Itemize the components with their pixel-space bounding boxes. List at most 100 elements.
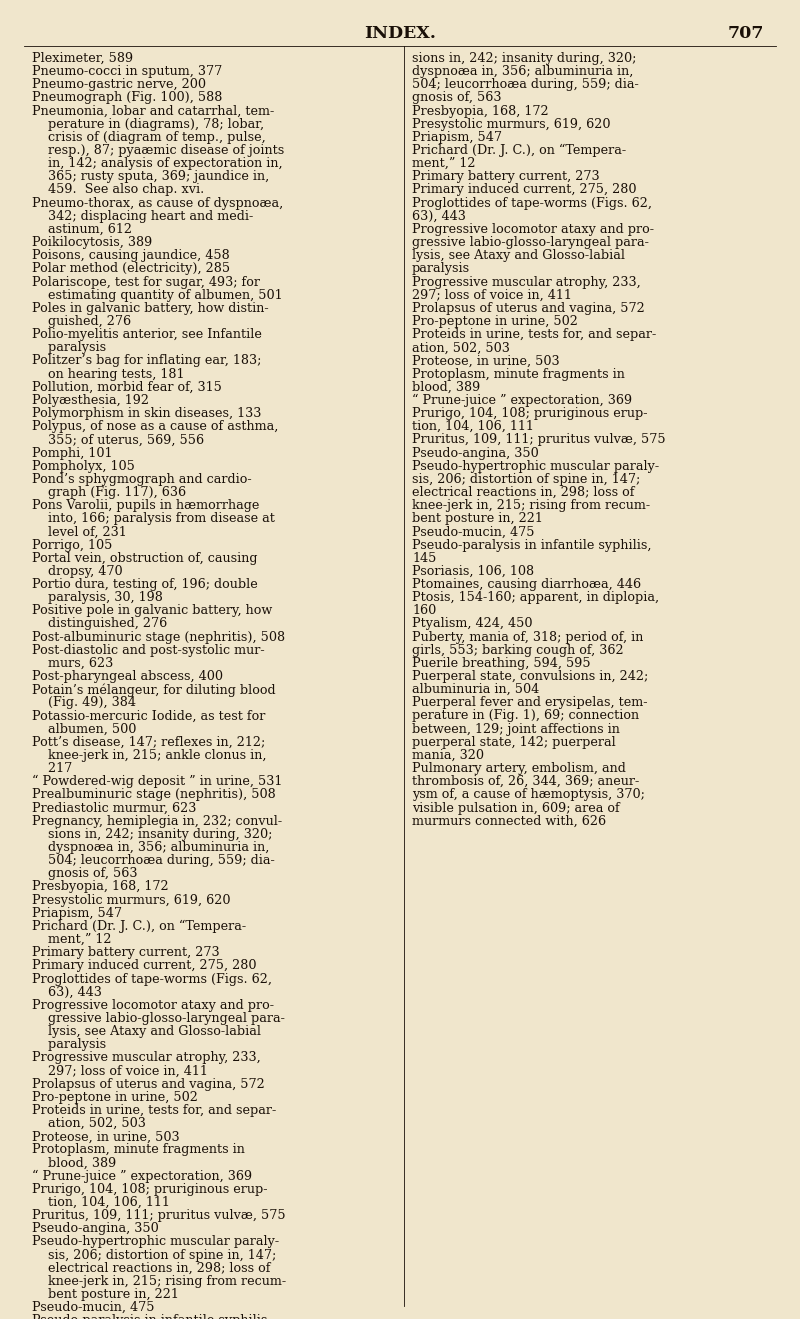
Text: Pseudo-paralysis in infantile syphilis,: Pseudo-paralysis in infantile syphilis, bbox=[32, 1315, 271, 1319]
Text: Proteids in urine, tests for, and separ-: Proteids in urine, tests for, and separ- bbox=[412, 328, 656, 342]
Text: Puberty, mania of, 318; period of, in: Puberty, mania of, 318; period of, in bbox=[412, 630, 643, 644]
Text: Prolapsus of uterus and vagina, 572: Prolapsus of uterus and vagina, 572 bbox=[32, 1078, 265, 1091]
Text: Politzer’s bag for inflating ear, 183;: Politzer’s bag for inflating ear, 183; bbox=[32, 355, 262, 368]
Text: ation, 502, 503: ation, 502, 503 bbox=[32, 1117, 146, 1130]
Text: gnosis of, 563: gnosis of, 563 bbox=[412, 91, 502, 104]
Text: Pseudo-angina, 350: Pseudo-angina, 350 bbox=[32, 1223, 158, 1236]
Text: 504; leucorrhoæa during, 559; dia-: 504; leucorrhoæa during, 559; dia- bbox=[412, 78, 638, 91]
Text: Post-pharyngeal abscess, 400: Post-pharyngeal abscess, 400 bbox=[32, 670, 223, 683]
Text: “ Powdered-wig deposit ” in urine, 531: “ Powdered-wig deposit ” in urine, 531 bbox=[32, 776, 282, 789]
Text: mania, 320: mania, 320 bbox=[412, 749, 484, 762]
Text: Post-albuminuric stage (nephritis), 508: Post-albuminuric stage (nephritis), 508 bbox=[32, 630, 285, 644]
Text: Polariscope, test for sugar, 493; for: Polariscope, test for sugar, 493; for bbox=[32, 276, 260, 289]
Text: estimating quantity of albumen, 501: estimating quantity of albumen, 501 bbox=[32, 289, 282, 302]
Text: bent posture in, 221: bent posture in, 221 bbox=[32, 1289, 179, 1301]
Text: dyspnoæa in, 356; albuminuria in,: dyspnoæa in, 356; albuminuria in, bbox=[412, 65, 634, 78]
Text: Potassio-mercuric Iodide, as test for: Potassio-mercuric Iodide, as test for bbox=[32, 710, 266, 723]
Text: Pott’s disease, 147; reflexes in, 212;: Pott’s disease, 147; reflexes in, 212; bbox=[32, 736, 266, 749]
Text: Portal vein, obstruction of, causing: Portal vein, obstruction of, causing bbox=[32, 551, 258, 565]
Text: Proteose, in urine, 503: Proteose, in urine, 503 bbox=[412, 355, 560, 368]
Text: Progressive locomotor ataxy and pro-: Progressive locomotor ataxy and pro- bbox=[32, 998, 274, 1012]
Text: “ Prune-juice ” expectoration, 369: “ Prune-juice ” expectoration, 369 bbox=[412, 394, 632, 408]
Text: 342; displacing heart and medi-: 342; displacing heart and medi- bbox=[32, 210, 254, 223]
Text: paralysis: paralysis bbox=[32, 1038, 106, 1051]
Text: 145: 145 bbox=[412, 551, 436, 565]
Text: astinum, 612: astinum, 612 bbox=[32, 223, 132, 236]
Text: Ptyalism, 424, 450: Ptyalism, 424, 450 bbox=[412, 617, 533, 630]
Text: perature in (Fig. 1), 69; connection: perature in (Fig. 1), 69; connection bbox=[412, 710, 639, 723]
Text: Polypus, of nose as a cause of asthma,: Polypus, of nose as a cause of asthma, bbox=[32, 421, 278, 433]
Text: Polyæsthesia, 192: Polyæsthesia, 192 bbox=[32, 394, 149, 406]
Text: Pseudo-hypertrophic muscular paraly-: Pseudo-hypertrophic muscular paraly- bbox=[412, 459, 659, 472]
Text: Pruritus, 109, 111; pruritus vulvæ, 575: Pruritus, 109, 111; pruritus vulvæ, 575 bbox=[32, 1210, 286, 1223]
Text: ment,” 12: ment,” 12 bbox=[32, 933, 111, 946]
Text: Pneumonia, lobar and catarrhal, tem-: Pneumonia, lobar and catarrhal, tem- bbox=[32, 104, 274, 117]
Text: lysis, see Ataxy and Glosso-labial: lysis, see Ataxy and Glosso-labial bbox=[412, 249, 625, 262]
Text: Portio dura, testing of, 196; double: Portio dura, testing of, 196; double bbox=[32, 578, 258, 591]
Text: 63), 443: 63), 443 bbox=[412, 210, 466, 223]
Text: Progressive muscular atrophy, 233,: Progressive muscular atrophy, 233, bbox=[412, 276, 641, 289]
Text: Pomphi, 101: Pomphi, 101 bbox=[32, 447, 113, 459]
Text: knee-jerk in, 215; rising from recum-: knee-jerk in, 215; rising from recum- bbox=[32, 1275, 286, 1287]
Text: Porrigo, 105: Porrigo, 105 bbox=[32, 538, 112, 551]
Text: Presystolic murmurs, 619, 620: Presystolic murmurs, 619, 620 bbox=[412, 117, 610, 131]
Text: Pollution, morbid fear of, 315: Pollution, morbid fear of, 315 bbox=[32, 381, 222, 394]
Text: Pruritus, 109, 111; pruritus vulvæ, 575: Pruritus, 109, 111; pruritus vulvæ, 575 bbox=[412, 434, 666, 446]
Text: paralysis: paralysis bbox=[32, 342, 106, 355]
Text: paralysis: paralysis bbox=[412, 262, 470, 276]
Text: graph (Fig. 117), 636: graph (Fig. 117), 636 bbox=[32, 485, 186, 499]
Text: Psoriasis, 106, 108: Psoriasis, 106, 108 bbox=[412, 565, 534, 578]
Text: tion, 104, 106, 111: tion, 104, 106, 111 bbox=[412, 421, 534, 433]
Text: guished, 276: guished, 276 bbox=[32, 315, 131, 328]
Text: dropsy, 470: dropsy, 470 bbox=[32, 565, 122, 578]
Text: Proteose, in urine, 503: Proteose, in urine, 503 bbox=[32, 1130, 180, 1144]
Text: Post-diastolic and post-systolic mur-: Post-diastolic and post-systolic mur- bbox=[32, 644, 265, 657]
Text: 63), 443: 63), 443 bbox=[32, 985, 102, 998]
Text: sis, 206; distortion of spine in, 147;: sis, 206; distortion of spine in, 147; bbox=[32, 1249, 276, 1262]
Text: Pseudo-paralysis in infantile syphilis,: Pseudo-paralysis in infantile syphilis, bbox=[412, 538, 651, 551]
Text: thrombosis of, 26, 344, 369; aneur-: thrombosis of, 26, 344, 369; aneur- bbox=[412, 776, 639, 789]
Text: Pregnancy, hemiplegia in, 232; convul-: Pregnancy, hemiplegia in, 232; convul- bbox=[32, 815, 282, 828]
Text: Puerile breathing, 594, 595: Puerile breathing, 594, 595 bbox=[412, 657, 590, 670]
Text: Pseudo-mucin, 475: Pseudo-mucin, 475 bbox=[32, 1302, 154, 1314]
Text: gressive labio-glosso-laryngeal para-: gressive labio-glosso-laryngeal para- bbox=[32, 1012, 285, 1025]
Text: Puerperal fever and erysipelas, tem-: Puerperal fever and erysipelas, tem- bbox=[412, 696, 647, 710]
Text: Presbyopia, 168, 172: Presbyopia, 168, 172 bbox=[412, 104, 549, 117]
Text: Pulmonary artery, embolism, and: Pulmonary artery, embolism, and bbox=[412, 762, 626, 776]
Text: paralysis, 30, 198: paralysis, 30, 198 bbox=[32, 591, 163, 604]
Text: Prurigo, 104, 108; pruriginous erup-: Prurigo, 104, 108; pruriginous erup- bbox=[32, 1183, 267, 1196]
Text: Proteids in urine, tests for, and separ-: Proteids in urine, tests for, and separ- bbox=[32, 1104, 276, 1117]
Text: on hearing tests, 181: on hearing tests, 181 bbox=[32, 368, 185, 381]
Text: electrical reactions in, 298; loss of: electrical reactions in, 298; loss of bbox=[412, 485, 634, 499]
Text: Pro-peptone in urine, 502: Pro-peptone in urine, 502 bbox=[412, 315, 578, 328]
Text: Pneumograph (Fig. 100), 588: Pneumograph (Fig. 100), 588 bbox=[32, 91, 222, 104]
Text: Progressive muscular atrophy, 233,: Progressive muscular atrophy, 233, bbox=[32, 1051, 261, 1064]
Text: 217: 217 bbox=[32, 762, 72, 776]
Text: Protoplasm, minute fragments in: Protoplasm, minute fragments in bbox=[32, 1144, 245, 1157]
Text: Pleximeter, 589: Pleximeter, 589 bbox=[32, 51, 133, 65]
Text: resp.), 87; pyaæmic disease of joints: resp.), 87; pyaæmic disease of joints bbox=[32, 144, 284, 157]
Text: Pneumo-cocci in sputum, 377: Pneumo-cocci in sputum, 377 bbox=[32, 65, 222, 78]
Text: 160: 160 bbox=[412, 604, 436, 617]
Text: Primary battery current, 273: Primary battery current, 273 bbox=[32, 946, 220, 959]
Text: Presbyopia, 168, 172: Presbyopia, 168, 172 bbox=[32, 881, 169, 893]
Text: albuminuria in, 504: albuminuria in, 504 bbox=[412, 683, 539, 696]
Text: Pneumo-thorax, as cause of dyspnoæa,: Pneumo-thorax, as cause of dyspnoæa, bbox=[32, 197, 283, 210]
Text: Protoplasm, minute fragments in: Protoplasm, minute fragments in bbox=[412, 368, 625, 381]
Text: dyspnoæa in, 356; albuminuria in,: dyspnoæa in, 356; albuminuria in, bbox=[32, 842, 270, 853]
Text: 355; of uterus, 569, 556: 355; of uterus, 569, 556 bbox=[32, 434, 204, 446]
Text: Pseudo-hypertrophic muscular paraly-: Pseudo-hypertrophic muscular paraly- bbox=[32, 1236, 279, 1249]
Text: Prichard (Dr. J. C.), on “Tempera-: Prichard (Dr. J. C.), on “Tempera- bbox=[412, 144, 626, 157]
Text: Poikilocytosis, 389: Poikilocytosis, 389 bbox=[32, 236, 152, 249]
Text: albumen, 500: albumen, 500 bbox=[32, 723, 136, 736]
Text: Pro-peptone in urine, 502: Pro-peptone in urine, 502 bbox=[32, 1091, 198, 1104]
Text: sis, 206; distortion of spine in, 147;: sis, 206; distortion of spine in, 147; bbox=[412, 472, 640, 485]
Text: lysis, see Ataxy and Glosso-labial: lysis, see Ataxy and Glosso-labial bbox=[32, 1025, 261, 1038]
Text: perature in (diagrams), 78; lobar,: perature in (diagrams), 78; lobar, bbox=[32, 117, 264, 131]
Text: Primary induced current, 275, 280: Primary induced current, 275, 280 bbox=[412, 183, 637, 197]
Text: Polymorphism in skin diseases, 133: Polymorphism in skin diseases, 133 bbox=[32, 408, 262, 419]
Text: 297; loss of voice in, 411: 297; loss of voice in, 411 bbox=[412, 289, 572, 302]
Text: Priapism, 547: Priapism, 547 bbox=[412, 131, 502, 144]
Text: Positive pole in galvanic battery, how: Positive pole in galvanic battery, how bbox=[32, 604, 272, 617]
Text: knee-jerk in, 215; rising from recum-: knee-jerk in, 215; rising from recum- bbox=[412, 499, 650, 512]
